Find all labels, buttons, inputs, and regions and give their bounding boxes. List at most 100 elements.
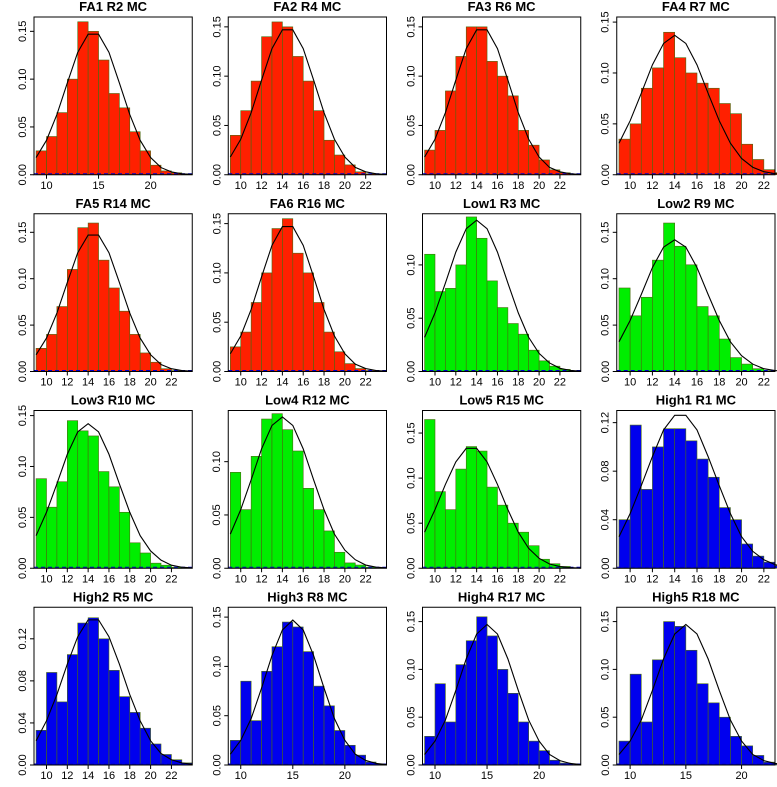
x-tick-label: 22: [360, 573, 372, 585]
y-tick-label: 0.05: [600, 314, 612, 335]
bar: [46, 506, 58, 569]
density-curve: [424, 447, 581, 569]
plot-box: [33, 16, 193, 176]
bar: [730, 113, 742, 176]
bar: [87, 435, 99, 569]
bar: [67, 78, 79, 176]
y-tick-label: 0.00: [211, 558, 223, 579]
x-tick-label: 12: [255, 377, 267, 389]
bar: [119, 310, 131, 372]
bar: [271, 646, 283, 766]
x-tick-label: 10: [235, 180, 247, 192]
y-tick-label: 0.00: [211, 164, 223, 185]
bar: [323, 331, 335, 372]
panel: High4 R17 MC 10 15 20 0.00 0.05 0.10 0.15: [406, 589, 582, 782]
bar: [618, 287, 631, 372]
bar: [434, 291, 446, 372]
bar: [271, 413, 283, 569]
y-tick-label: 0.10: [17, 268, 29, 289]
bar: [240, 331, 252, 372]
bar: [663, 31, 676, 176]
bar: [455, 468, 467, 569]
panel: FA4 R7 MC 10 12 14 16 18 20 22 0.00 0.05 0.10 0.15: [600, 0, 777, 192]
bar: [67, 269, 79, 372]
panel: High1 R1 MC 10 12 14 16 18 20 22 0.00 0.04 0.08 0.1…: [600, 393, 777, 585]
bar: [707, 315, 720, 372]
bar: [67, 654, 79, 766]
bar: [674, 626, 687, 766]
bar: [292, 450, 304, 569]
y-tick-label: 0.05: [211, 115, 223, 136]
density-curve: [618, 239, 777, 372]
x-tick-label: 20: [735, 770, 747, 782]
bar: [334, 154, 346, 176]
bar: [486, 61, 498, 176]
x-tick-label: 22: [165, 770, 177, 782]
bar: [696, 683, 709, 766]
bar: [230, 472, 242, 569]
bar: [629, 315, 642, 372]
x-tick-label: 20: [533, 770, 545, 782]
bar: [302, 272, 314, 372]
bar: [56, 701, 68, 766]
x-tick-label: 22: [360, 180, 372, 192]
bar: [741, 543, 754, 569]
bar: [46, 334, 58, 372]
y-tick-label: 0.05: [211, 504, 223, 525]
panel-title: High3 R8 MC: [267, 589, 348, 604]
bar: [334, 551, 346, 569]
bar: [507, 692, 519, 766]
bar: [507, 323, 519, 372]
y-tick-label: 0.05: [406, 706, 418, 727]
y-tick-label: 0.15: [600, 611, 612, 632]
y-tick-label: 0.10: [406, 254, 418, 275]
x-tick-label: 18: [713, 573, 725, 585]
bar: [77, 21, 89, 176]
bar: [313, 302, 325, 372]
bar: [528, 349, 540, 372]
plot-box: [422, 410, 582, 569]
density-curve: [424, 219, 581, 372]
y-tick-label: 0.10: [600, 268, 612, 289]
bar: [292, 56, 304, 176]
bar: [250, 302, 262, 372]
plot-box: [616, 16, 776, 176]
bar: [108, 93, 120, 176]
y-tick-label: 0.15: [17, 21, 29, 42]
bar: [528, 740, 540, 766]
bar: [261, 272, 273, 372]
x-tick-label: 16: [297, 377, 309, 389]
bar: [652, 259, 664, 372]
y-tick-label: 0.00: [406, 361, 418, 382]
bar: [640, 721, 653, 766]
bar: [108, 486, 120, 569]
plot-box: [616, 410, 776, 569]
bar: [77, 622, 89, 766]
bar: [250, 456, 262, 569]
bar: [445, 509, 457, 569]
x-tick-label: 14: [82, 573, 94, 585]
bar: [292, 626, 304, 766]
x-tick-label: 20: [533, 377, 545, 389]
x-tick-label: 18: [124, 770, 136, 782]
density-curve: [229, 416, 387, 569]
bar: [282, 26, 294, 176]
bar: [77, 430, 89, 569]
panel: Low4 R12 MC 10 12 14 16 18 20 22 0.00 0.05 0.10: [211, 393, 387, 585]
y-tick-label: 0.15: [211, 16, 223, 37]
y-tick-label: 0.05: [211, 705, 223, 726]
y-tick-label: 0.10: [17, 68, 29, 89]
y-tick-label: 0.15: [406, 16, 418, 37]
bar: [685, 72, 698, 176]
plot-box: [33, 213, 193, 372]
bar: [87, 31, 99, 176]
x-tick-label: 10: [429, 770, 441, 782]
bar: [271, 228, 283, 372]
density-curve: [35, 33, 193, 176]
panel: FA2 R4 MC 10 12 14 16 18 20 22 0.00 0.05 0.10 0.15: [211, 0, 387, 192]
bar: [261, 36, 273, 176]
bar: [139, 552, 151, 569]
y-tick-label: 0.12: [17, 628, 29, 649]
x-tick-label: 18: [318, 377, 330, 389]
x-tick-label: 14: [669, 180, 681, 192]
